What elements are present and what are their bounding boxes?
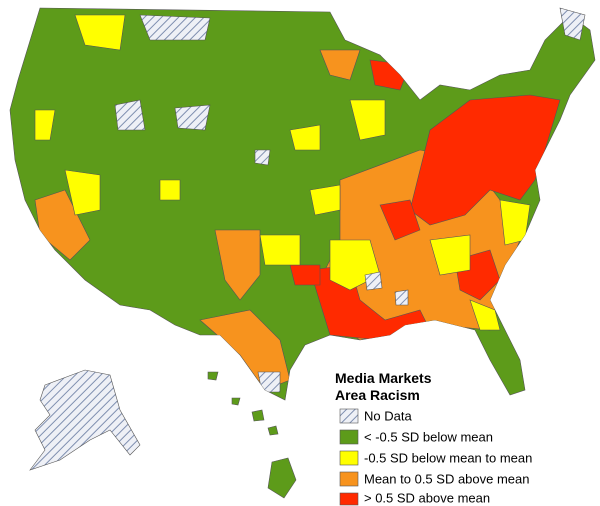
hawaii [207,371,297,499]
legend-label: < -0.5 SD below mean [364,429,493,444]
legend-swatch [339,450,359,466]
contiguous-us [9,7,596,401]
legend-label: Mean to 0.5 SD above mean [364,471,530,486]
legend-swatch [339,429,359,445]
legend-label: No Data [364,408,412,423]
legend-label: -0.5 SD below mean to mean [364,450,532,465]
legend-swatch [339,408,359,424]
legend: Media Markets Area Racism No Data < -0.5… [335,370,532,505]
legend-swatch [339,492,359,506]
legend-title: Media Markets [335,370,432,386]
legend-label: > 0.5 SD above mean [364,490,490,505]
legend-swatch [339,471,359,487]
legend-title: Area Racism [335,387,420,403]
alaska [29,369,141,471]
